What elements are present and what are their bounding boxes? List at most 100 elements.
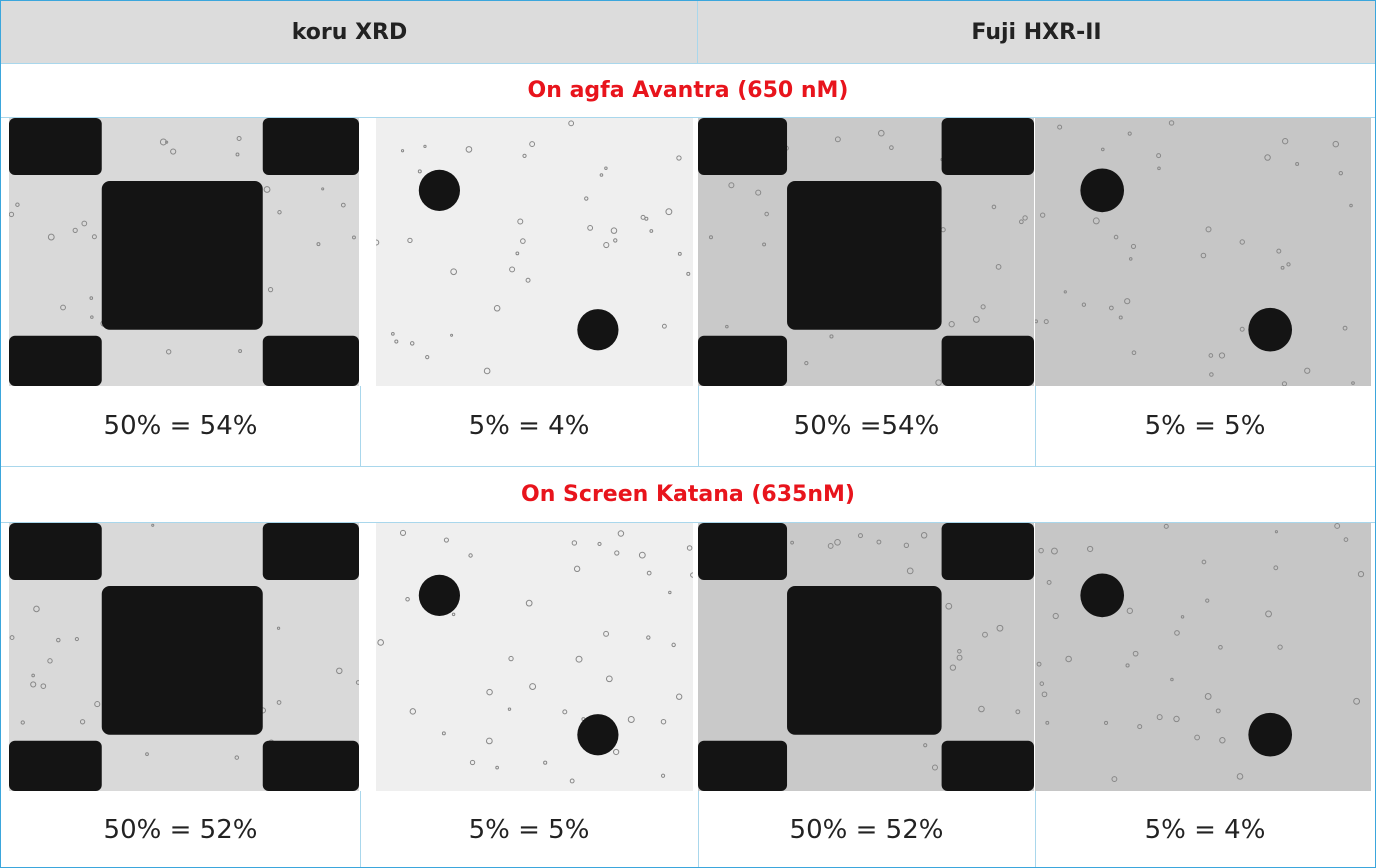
speck (638, 551, 646, 559)
speck (15, 202, 20, 207)
speck (407, 237, 413, 244)
speck (1304, 367, 1311, 374)
micrograph (376, 523, 693, 791)
speck (409, 341, 415, 346)
speck (568, 120, 575, 127)
speck (1174, 630, 1180, 636)
dot (787, 585, 942, 735)
speck (1081, 302, 1087, 307)
micrograph (9, 523, 359, 791)
speck (450, 333, 454, 337)
dot (577, 309, 619, 351)
speck (562, 709, 568, 715)
dot (577, 714, 619, 756)
speck (956, 654, 963, 661)
speck (829, 334, 834, 339)
speck (660, 718, 667, 725)
speck (1127, 131, 1132, 136)
speck (399, 529, 407, 536)
speck (517, 218, 524, 225)
speck (159, 138, 167, 146)
column-header: koru XRD (1, 1, 698, 63)
speck (405, 596, 410, 602)
micrograph (9, 118, 359, 386)
speck (991, 204, 997, 210)
speck (451, 612, 456, 617)
speck (617, 530, 625, 537)
speck (676, 693, 683, 700)
speck (40, 683, 47, 689)
speck (1351, 381, 1355, 385)
image-background (1035, 118, 1371, 386)
speck (1173, 715, 1180, 723)
speck (1338, 170, 1344, 176)
dot (101, 585, 263, 735)
speck (376, 239, 380, 246)
dot (101, 180, 263, 330)
speck (483, 367, 491, 375)
speck (1239, 239, 1245, 245)
speck (646, 635, 651, 640)
caption: 5% = 5% (468, 815, 590, 845)
speck (450, 268, 458, 276)
image-background (1035, 523, 1371, 791)
speck (1108, 305, 1114, 311)
dot (9, 118, 102, 175)
speck (72, 227, 78, 233)
speck (508, 655, 514, 662)
speck (1128, 257, 1133, 261)
speck (1209, 372, 1214, 377)
speck (1215, 708, 1221, 714)
speck (613, 748, 620, 756)
speck (1131, 350, 1137, 356)
speck (1063, 290, 1067, 294)
speck (529, 141, 536, 148)
dot (1248, 712, 1293, 757)
speck (56, 637, 61, 643)
speck (610, 227, 618, 234)
divider (698, 386, 699, 466)
speck (94, 701, 101, 708)
speck (1065, 655, 1072, 663)
speck (1349, 203, 1353, 208)
speck (1052, 612, 1059, 620)
caption: 5% = 4% (468, 411, 590, 441)
dot (418, 574, 461, 616)
speck (876, 539, 882, 545)
speck (520, 238, 526, 244)
caption: 5% = 5% (1144, 411, 1266, 441)
speck (995, 264, 1002, 270)
speck (604, 166, 608, 170)
speck (9, 635, 15, 641)
speck (597, 541, 602, 547)
speck (1264, 154, 1271, 161)
speck (1332, 140, 1340, 148)
speck (1170, 677, 1174, 682)
speck (827, 543, 834, 549)
micrograph (698, 118, 1034, 386)
dot (262, 118, 359, 175)
speck (441, 731, 446, 736)
speck (1200, 252, 1207, 259)
speck (1334, 523, 1341, 529)
speck (640, 214, 646, 220)
speck (728, 182, 735, 189)
speck (166, 349, 172, 355)
speck (151, 523, 155, 527)
speck (668, 590, 672, 595)
speck (857, 533, 864, 539)
speck (834, 538, 841, 546)
speck (515, 251, 520, 256)
speck (603, 241, 610, 249)
section-title: On agfa Avantra (650 nM) (1, 63, 1375, 118)
dot (941, 523, 1034, 580)
speck (316, 242, 321, 247)
speck (81, 220, 88, 227)
speck (1156, 153, 1162, 159)
speck (1205, 598, 1210, 603)
speck (587, 224, 594, 231)
speck (646, 570, 652, 576)
speck (957, 648, 962, 654)
speck (336, 667, 343, 675)
